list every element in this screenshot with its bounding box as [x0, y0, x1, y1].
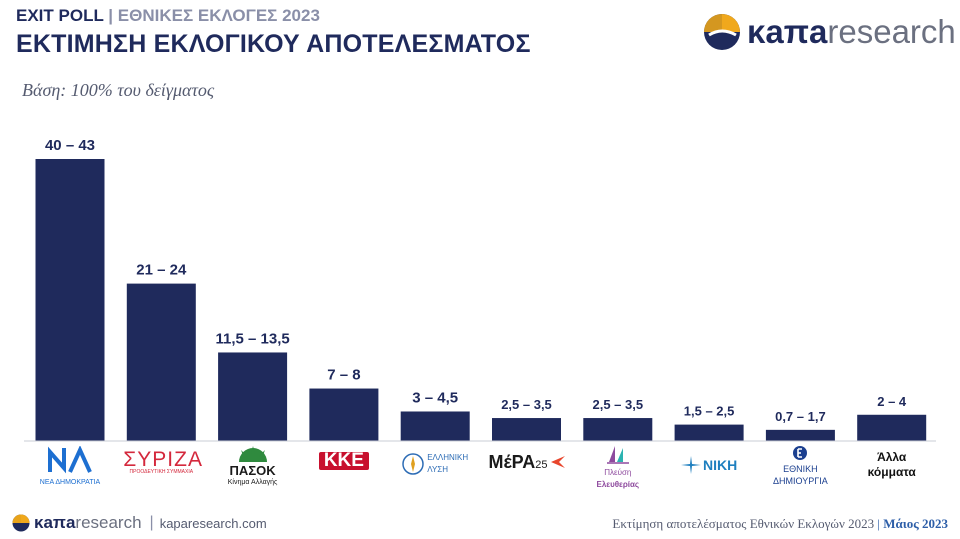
- pasok-sun-icon: [238, 446, 267, 462]
- header-eyebrow: EXIT POLL | ΕΘΝΙΚΕΣ ΕΚΛΟΓΕΣ 2023: [16, 6, 320, 26]
- bar-value-label-1: 21 – 24: [136, 262, 187, 279]
- pasok-sub-label: Κίνημα Αλλαγής: [227, 479, 278, 486]
- bar-value-label-0: 40 – 43: [45, 137, 95, 154]
- bar-0: [35, 159, 105, 441]
- footer-separator: |: [149, 514, 154, 531]
- kapa-logo-icon: [704, 14, 740, 50]
- syriza-sub-label: ΠΡΟΟΔΕΥΤΙΚΗ ΣΥΜΜΑΧΙΑ: [129, 469, 194, 475]
- bar-1: [126, 283, 196, 441]
- party-label-others: Άλλα κόμματα: [854, 446, 930, 492]
- party-logo-nd: ΝΕΑ ΔΗΜΟΚΡΑΤΙΑ: [32, 445, 108, 492]
- footer-site-link[interactable]: kaparesearch.com: [159, 515, 267, 531]
- footer-brand: κaπaresearch | kaparesearch.com: [12, 513, 267, 533]
- bar-9: [857, 414, 927, 441]
- brand-name-bold: κaπa: [747, 13, 828, 50]
- plefsi-sails-icon: [606, 446, 629, 464]
- footer: κaπaresearch | kaparesearch.com Εκτίμηση…: [0, 505, 960, 539]
- syriza-label: ΣΥΡΙΖΑ: [123, 448, 203, 471]
- bar-value-label-6: 2,5 – 3,5: [592, 397, 643, 412]
- elections-label: ΕΘΝΙΚΕΣ ΕΚΛΟΓΕΣ 2023: [117, 6, 320, 25]
- bar-value-label-4: 3 – 4,5: [412, 389, 458, 406]
- footer-brand-light: research: [75, 513, 142, 532]
- party-logo-plefsi: Πλεύση Ελευθερίας: [580, 446, 656, 492]
- elliniki-lysi-compass-icon: [402, 453, 424, 475]
- nd-label: ΝΕΑ ΔΗΜΟΚΡΑΤΙΑ: [39, 479, 101, 486]
- niki-star-icon: [680, 456, 701, 474]
- footer-brand-bold: κaπa: [34, 513, 76, 532]
- brand-logo: κaπaresearch: [703, 13, 956, 51]
- mera-label: ΜέΡΑ: [488, 452, 536, 472]
- bar-value-label-2: 11,5 – 13,5: [215, 330, 289, 347]
- ethniki-dimiourgia-icon: [793, 446, 808, 460]
- sample-base-note: Βάση: 100% του δείγματος: [22, 80, 215, 100]
- bar-value-label-9: 2 – 4: [877, 394, 907, 409]
- party-logo-pasok: ΠΑΣΟΚ Κίνημα Αλλαγής: [215, 446, 291, 492]
- ethniki-label: ΕΘΝΙΚΗ: [783, 464, 818, 474]
- plefsi-label: Πλεύση: [604, 468, 632, 477]
- pasok-label: ΠΑΣΟΚ: [229, 463, 276, 478]
- kke-label: ΚΚΕ: [318, 451, 369, 470]
- exit-poll-label: EXIT POLL: [16, 6, 104, 25]
- exit-poll-bar-chart: 40 – 43 21 – 24 11,5 – 13,5 7 – 8 3 – 4,5 2,5…: [24, 137, 936, 442]
- bar-value-label-7: 1,5 – 2,5: [684, 404, 735, 419]
- bar-value-label-8: 0,7 – 1,7: [775, 409, 826, 424]
- mera-number: 25: [535, 459, 548, 471]
- bar-7: [674, 424, 744, 441]
- page-title: ΕΚΤΙΜΗΣΗ ΕΚΛΟΓΙΚΟΥ ΑΠΟΤΕΛΕΣΜΑΤΟΣ: [16, 30, 531, 58]
- party-logo-ethniki-dimiourgia: ΕΘΝΙΚΗ ΔΗΜΙΟΥΡΓΙΑ: [762, 446, 838, 492]
- ethniki-sub-label: ΔΗΜΙΟΥΡΓΙΑ: [773, 476, 828, 486]
- brand-name-light: research: [827, 13, 956, 50]
- elliniki-sub-label: ΛΥΣΗ: [427, 465, 449, 474]
- party-logo-kke: ΚΚΕ: [306, 446, 382, 492]
- bar-2: [218, 352, 288, 441]
- elliniki-label: ΕΛΛΗΝΙΚΗ: [427, 453, 469, 462]
- plefsi-sub-label: Ελευθερίας: [596, 480, 640, 489]
- bar-5: [492, 418, 561, 441]
- footer-note-separator: |: [877, 516, 880, 531]
- bar-8: [765, 429, 835, 441]
- footer-note: Εκτίμηση αποτελέσματος Εθνικών Εκλογών 2…: [612, 516, 948, 532]
- footer-date: Μάιος 2023: [883, 516, 948, 531]
- party-logo-syriza: ΣΥΡΙΖΑ ΠΡΟΟΔΕΥΤΙΚΗ ΣΥΜΜΑΧΙΑ: [123, 446, 203, 492]
- bar-4: [400, 411, 470, 441]
- bar-value-label-3: 7 – 8: [327, 367, 360, 384]
- party-logo-elliniki-lysi: ΕΛΛΗΝΙΚΗ ΛΥΣΗ: [397, 446, 473, 492]
- bar-value-label-5: 2,5 – 3,5: [501, 397, 552, 412]
- bar-3: [309, 388, 379, 441]
- bar-6: [583, 418, 653, 441]
- others-label: Άλλα κόμματα: [867, 450, 916, 479]
- party-logo-mera25: ΜέΡΑ25: [489, 446, 565, 492]
- party-logo-niki: ΝΙΚΗ: [671, 446, 747, 492]
- header-separator: |: [108, 6, 114, 25]
- footer-note-text: Εκτίμηση αποτελέσματος Εθνικών Εκλογών 2…: [612, 516, 875, 531]
- niki-label: ΝΙΚΗ: [702, 457, 738, 473]
- nd-logo-icon: [48, 445, 92, 474]
- mera25-swallow-icon: [550, 456, 565, 468]
- footer-kapa-logo-icon: [12, 514, 30, 532]
